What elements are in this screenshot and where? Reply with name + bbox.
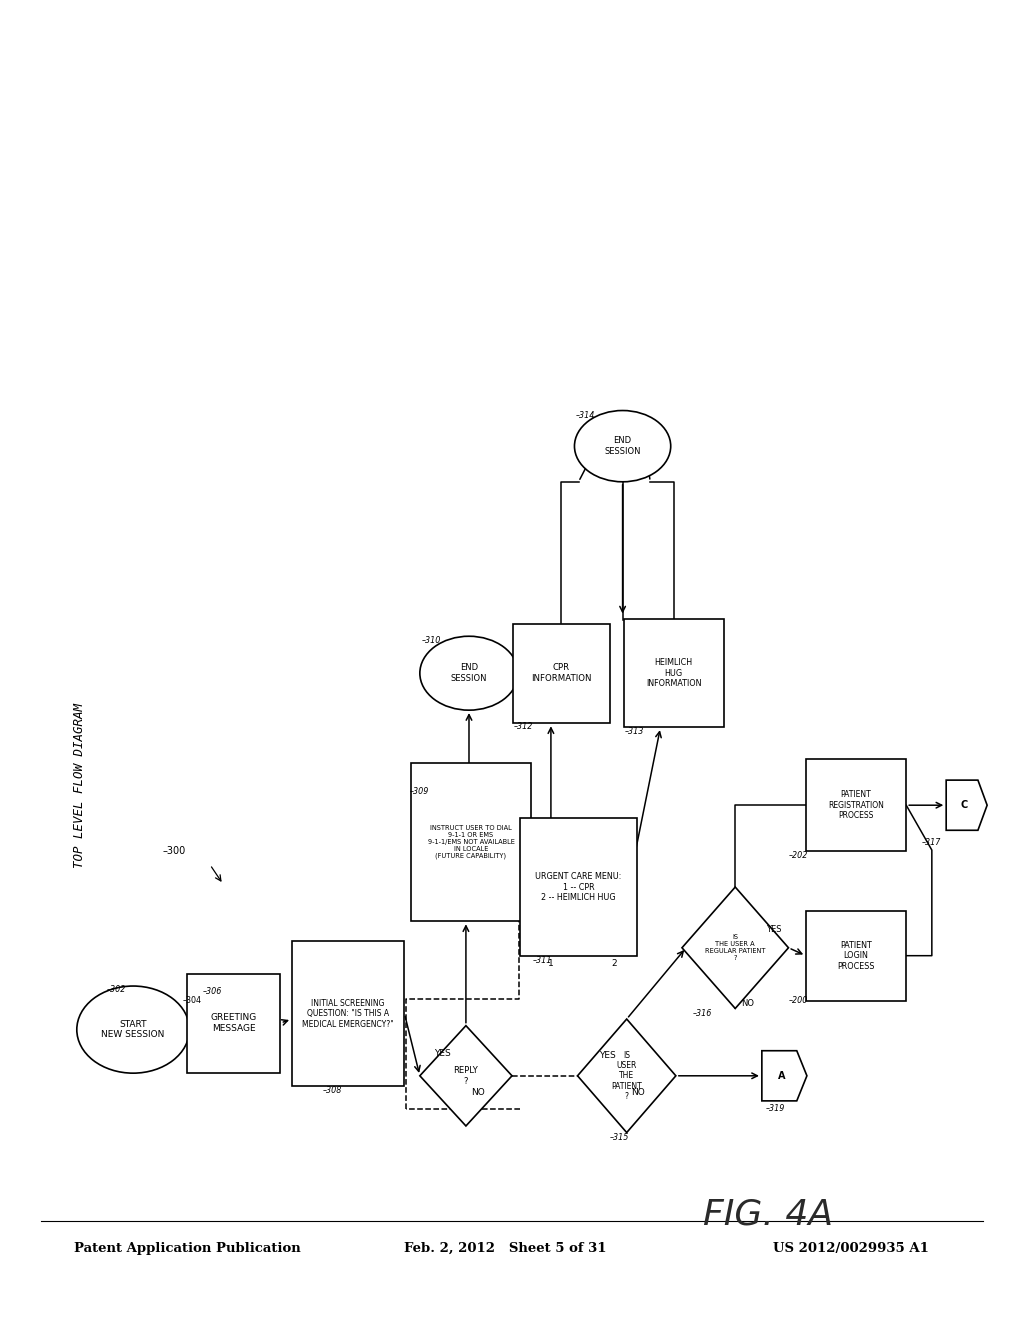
Text: –309: –309 <box>410 788 429 796</box>
Ellipse shape <box>574 411 671 482</box>
FancyBboxPatch shape <box>513 624 610 722</box>
Text: INITIAL SCREENING
QUESTION: "IS THIS A
MEDICAL EMERGENCY?": INITIAL SCREENING QUESTION: "IS THIS A M… <box>302 999 394 1028</box>
Polygon shape <box>578 1019 676 1133</box>
Text: –302: –302 <box>106 986 126 994</box>
Text: PATIENT
REGISTRATION
PROCESS: PATIENT REGISTRATION PROCESS <box>828 791 884 820</box>
Text: –317: –317 <box>922 838 941 846</box>
Text: Feb. 2, 2012   Sheet 5 of 31: Feb. 2, 2012 Sheet 5 of 31 <box>404 1242 607 1255</box>
FancyBboxPatch shape <box>519 818 637 956</box>
Text: INSTRUCT USER TO DIAL
9-1-1 OR EMS
9-1-1/EMS NOT AVAILABLE
IN LOCALE
(FUTURE CAP: INSTRUCT USER TO DIAL 9-1-1 OR EMS 9-1-1… <box>428 825 514 859</box>
Text: –308: –308 <box>323 1086 342 1094</box>
Text: –319: –319 <box>766 1105 785 1113</box>
Text: –312: –312 <box>514 722 534 730</box>
Text: –315: –315 <box>609 1134 629 1142</box>
FancyBboxPatch shape <box>806 911 906 1001</box>
Text: HEIMLICH
HUG
INFORMATION: HEIMLICH HUG INFORMATION <box>646 659 701 688</box>
Polygon shape <box>946 780 987 830</box>
Text: FIG. 4A: FIG. 4A <box>702 1197 834 1232</box>
Text: URGENT CARE MENU:
1 -- CPR
2 -- HEIMLICH HUG: URGENT CARE MENU: 1 -- CPR 2 -- HEIMLICH… <box>536 873 622 902</box>
FancyBboxPatch shape <box>624 619 724 727</box>
Text: A: A <box>778 1071 785 1081</box>
Text: –202: –202 <box>788 851 808 859</box>
Polygon shape <box>420 1026 512 1126</box>
Polygon shape <box>762 1051 807 1101</box>
Text: –304: –304 <box>183 997 202 1005</box>
Text: NO: NO <box>741 999 754 1007</box>
Text: IS
THE USER A
REGULAR PATIENT
?: IS THE USER A REGULAR PATIENT ? <box>705 935 766 961</box>
Text: –306: –306 <box>203 987 222 995</box>
Text: IS
USER
THE
PATIENT
?: IS USER THE PATIENT ? <box>611 1051 642 1101</box>
Text: START
NEW SESSION: START NEW SESSION <box>101 1020 165 1039</box>
FancyBboxPatch shape <box>411 763 531 921</box>
FancyBboxPatch shape <box>187 974 280 1072</box>
Text: END
SESSION: END SESSION <box>451 664 487 682</box>
Text: US 2012/0029935 A1: US 2012/0029935 A1 <box>773 1242 929 1255</box>
Text: NO: NO <box>471 1089 485 1097</box>
Text: Patent Application Publication: Patent Application Publication <box>74 1242 300 1255</box>
Text: END
SESSION: END SESSION <box>604 437 641 455</box>
FancyBboxPatch shape <box>806 759 906 851</box>
Text: YES: YES <box>599 1052 615 1060</box>
Text: –300: –300 <box>163 846 185 857</box>
Text: –316: –316 <box>692 1010 712 1018</box>
Text: 2: 2 <box>611 960 617 968</box>
Text: TOP LEVEL FLOW DIAGRAM: TOP LEVEL FLOW DIAGRAM <box>74 702 86 869</box>
Polygon shape <box>682 887 788 1008</box>
Text: C: C <box>961 800 969 810</box>
Text: –314: –314 <box>575 412 595 420</box>
Text: CPR
INFORMATION: CPR INFORMATION <box>530 664 592 682</box>
Text: YES: YES <box>766 925 782 933</box>
Text: YES: YES <box>434 1049 451 1057</box>
Text: GREETING
MESSAGE: GREETING MESSAGE <box>210 1014 257 1032</box>
Text: REPLY
?: REPLY ? <box>454 1067 478 1085</box>
Text: –310: –310 <box>422 636 441 644</box>
Text: –311: –311 <box>532 957 552 965</box>
Text: 1: 1 <box>548 960 554 968</box>
Ellipse shape <box>77 986 189 1073</box>
Ellipse shape <box>420 636 518 710</box>
Text: NO: NO <box>631 1089 645 1097</box>
FancyBboxPatch shape <box>292 941 404 1086</box>
Text: PATIENT
LOGIN
PROCESS: PATIENT LOGIN PROCESS <box>838 941 874 970</box>
Text: –200: –200 <box>788 997 808 1005</box>
Text: –313: –313 <box>625 727 644 735</box>
